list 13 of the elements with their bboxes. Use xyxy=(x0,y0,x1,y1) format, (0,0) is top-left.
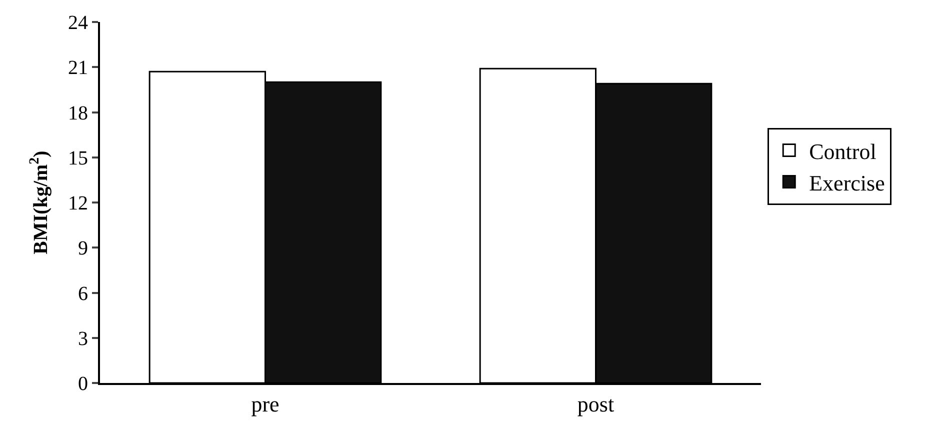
y-tick-label: 15 xyxy=(68,147,88,170)
y-tick-label: 6 xyxy=(78,282,88,305)
y-tick-label: 24 xyxy=(68,12,88,34)
x-tick-label: pre xyxy=(251,391,280,416)
legend-label: Control xyxy=(809,138,876,164)
y-tick-label: 3 xyxy=(78,328,88,350)
x-tick-label: post xyxy=(577,391,614,416)
legend-label: Exercise xyxy=(809,170,885,196)
y-tick-label: 18 xyxy=(68,102,88,124)
y-tick-label: 12 xyxy=(68,192,88,214)
y-tick-label: 21 xyxy=(68,57,88,80)
y-tick-label: 9 xyxy=(78,238,88,260)
y-tick-label: 0 xyxy=(78,373,88,395)
